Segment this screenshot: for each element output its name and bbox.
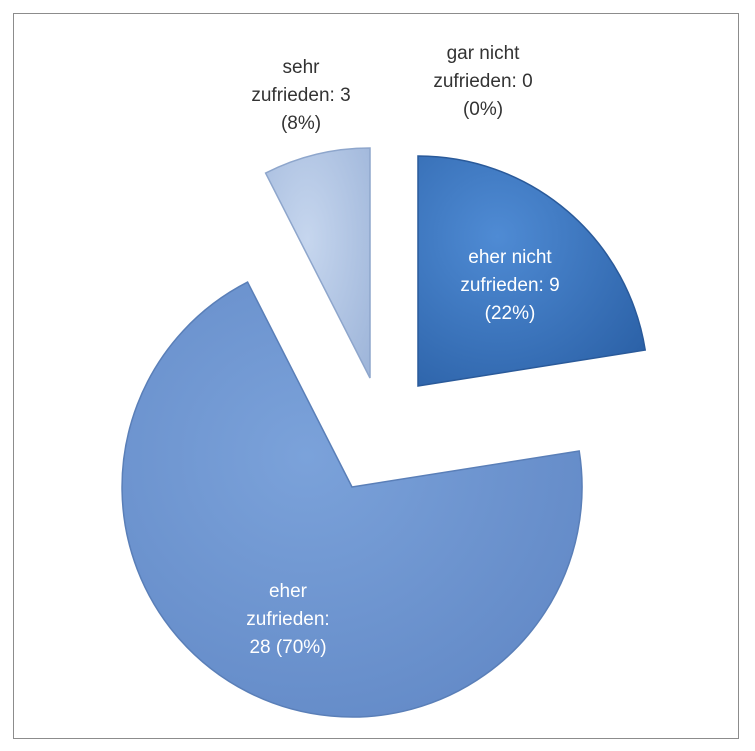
slice-label-eher-nicht-zufrieden: eher nicht zufrieden: 9 (22%): [460, 247, 560, 324]
slice-label-gar-nicht-zufrieden: gar nicht zufrieden: 0 (0%): [433, 43, 533, 120]
slice-label-sehr-zufrieden: sehr zufrieden: 3 (8%): [251, 57, 351, 134]
slice-label-eher-zufrieden: eher zufrieden: 28 (70%): [246, 581, 330, 658]
pie-slice-eher-zufrieden: [121, 281, 583, 718]
pie-slice-eher-nicht-zufrieden: [417, 155, 647, 387]
pie-slice-sehr-zufrieden: [264, 147, 371, 379]
